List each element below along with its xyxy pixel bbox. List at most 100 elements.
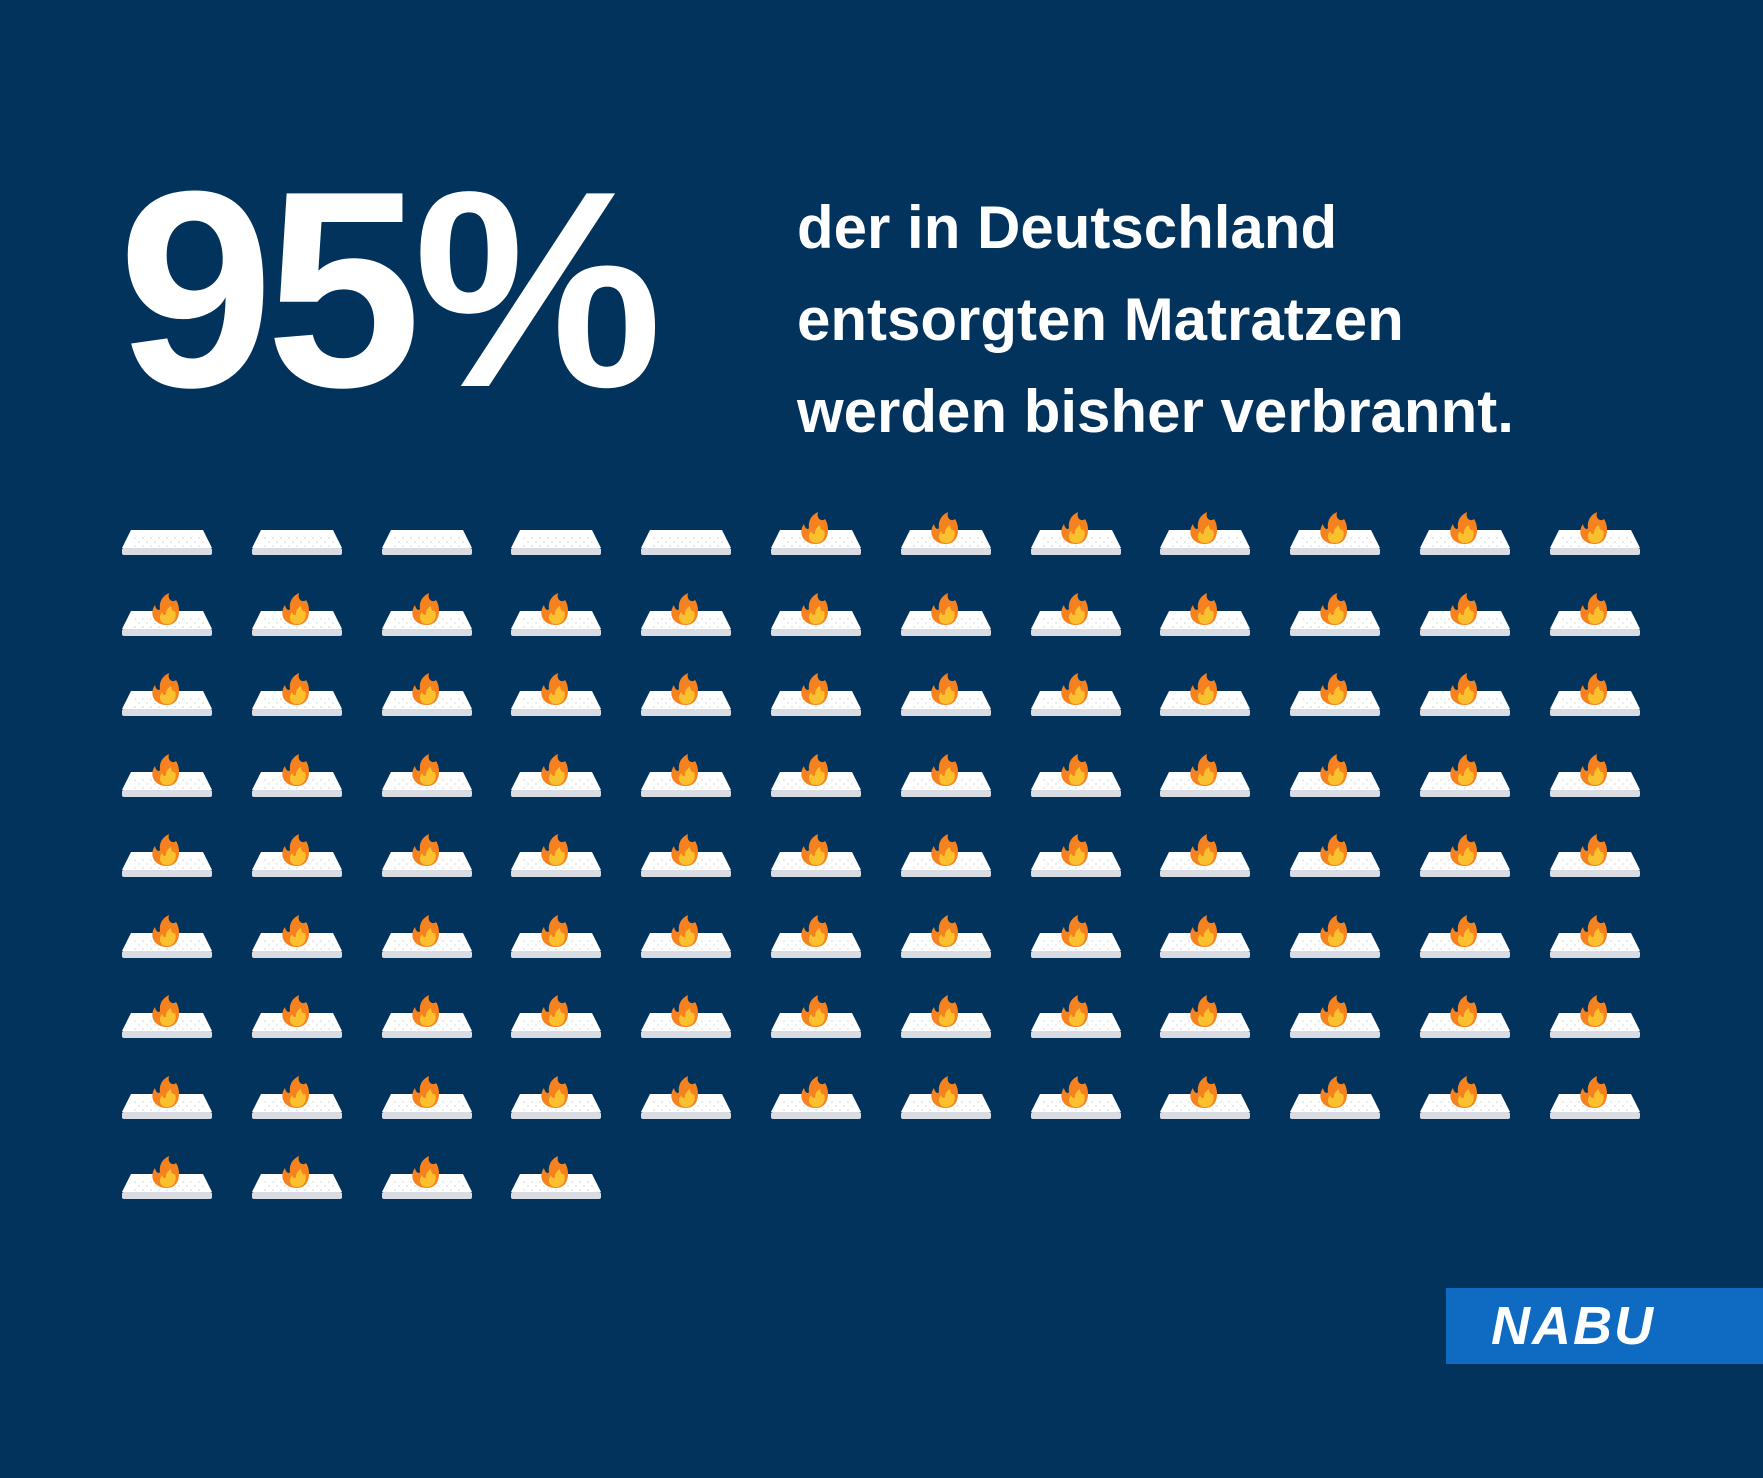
burning-mattress-icon [510,832,602,880]
burning-mattress-icon [1159,591,1251,639]
burning-mattress-icon [640,993,732,1041]
burning-mattress-icon [640,913,732,961]
burning-mattress-icon [121,832,213,880]
fire-icon [1320,914,1348,947]
burning-mattress-icon [381,832,473,880]
fire-icon [671,834,699,866]
burning-mattress-icon [381,671,473,719]
fire-icon [1060,834,1088,866]
burning-mattress-icon [251,832,343,880]
burning-mattress-icon [121,993,213,1041]
fire-icon [1060,914,1088,947]
fire-icon [541,673,569,705]
burning-mattress-icon [1419,671,1511,719]
fire-icon [411,1156,439,1188]
burning-mattress-icon [121,671,213,719]
burning-mattress-icon [1549,591,1641,639]
burning-mattress-icon [900,591,992,639]
burning-mattress-icon [1289,913,1381,961]
burning-mattress-icon [1549,671,1641,719]
fire-icon [1190,512,1218,544]
fire-icon [411,673,439,705]
fire-icon [1190,753,1218,786]
burning-mattress-icon [1030,1074,1122,1122]
fire-icon [152,995,180,1027]
fire-icon [801,512,829,544]
burning-mattress-icon [640,832,732,880]
burning-mattress-icon [1030,671,1122,719]
fire-icon [931,673,958,705]
burning-mattress-icon [1419,1074,1511,1122]
burning-mattress-icon [381,913,473,961]
fire-icon [282,914,309,947]
burning-mattress-icon [1549,510,1641,558]
fire-icon [152,753,180,786]
fire-icon [671,914,699,947]
fire-icon [931,834,958,866]
fire-icon [1320,673,1348,705]
fire-icon [1450,592,1478,625]
burning-mattress-icon [1419,832,1511,880]
fire-icon [152,1156,180,1188]
burning-mattress-icon [510,1154,602,1202]
burning-mattress-icon [1030,913,1122,961]
burning-mattress-icon [900,993,992,1041]
fire-icon [1320,512,1348,544]
fire-icon [931,753,958,786]
fire-icon [541,1156,569,1188]
burning-mattress-icon [381,1154,473,1202]
fire-icon [152,834,180,866]
burning-mattress-icon [1030,832,1122,880]
burning-mattress-icon [251,1154,343,1202]
fire-icon [801,914,829,947]
headline-line-2: entsorgten Matratzen [797,286,1404,353]
burning-mattress-icon [1159,671,1251,719]
burning-mattress-icon [640,752,732,800]
burning-mattress-icon [1289,510,1381,558]
fire-icon [1450,1075,1478,1108]
burning-mattress-icon [1289,1074,1381,1122]
fire-icon [1060,592,1088,625]
burning-mattress-icon [770,993,862,1041]
fire-icon [411,834,439,866]
burning-mattress-icon [640,1074,732,1122]
burning-mattress-icon [510,1074,602,1122]
fire-icon [1450,512,1478,544]
fire-icon [1190,592,1218,625]
fire-icon [1450,914,1478,947]
burning-mattress-icon [1289,832,1381,880]
fire-icon [671,592,699,625]
fire-icon [1320,592,1348,625]
fire-icon [1190,1075,1218,1108]
fire-icon [1580,753,1607,786]
burning-mattress-icon [770,913,862,961]
fire-icon [1450,673,1478,705]
burning-mattress-icon [1549,832,1641,880]
burning-mattress-icon [1419,591,1511,639]
fire-icon [1190,673,1218,705]
fire-icon [541,995,569,1027]
fire-icon [1320,995,1348,1027]
burning-mattress-icon [1289,671,1381,719]
mattress-icon [510,510,602,558]
fire-icon [931,592,958,625]
burning-mattress-icon [251,993,343,1041]
fire-icon [801,995,829,1027]
nabu-logo-bar: NABU [1446,1288,1763,1364]
fire-icon [1060,1075,1088,1108]
mattress-icon [640,510,732,558]
burning-mattress-icon [640,591,732,639]
burning-mattress-icon [770,752,862,800]
nabu-logo: NABU [1491,1296,1655,1356]
burning-mattress-icon [1549,1074,1641,1122]
burning-mattress-icon [1289,752,1381,800]
burning-mattress-icon [381,591,473,639]
burning-mattress-icon [381,993,473,1041]
percentage-figure: 95% [118,134,662,446]
burning-mattress-icon [381,1074,473,1122]
fire-icon [801,592,829,625]
burning-mattress-icon [900,671,992,719]
headline-line-1: der in Deutschland [797,194,1338,261]
headline-text: der in Deutschland entsorgten Matratzen … [797,182,1514,458]
burning-mattress-icon [251,752,343,800]
